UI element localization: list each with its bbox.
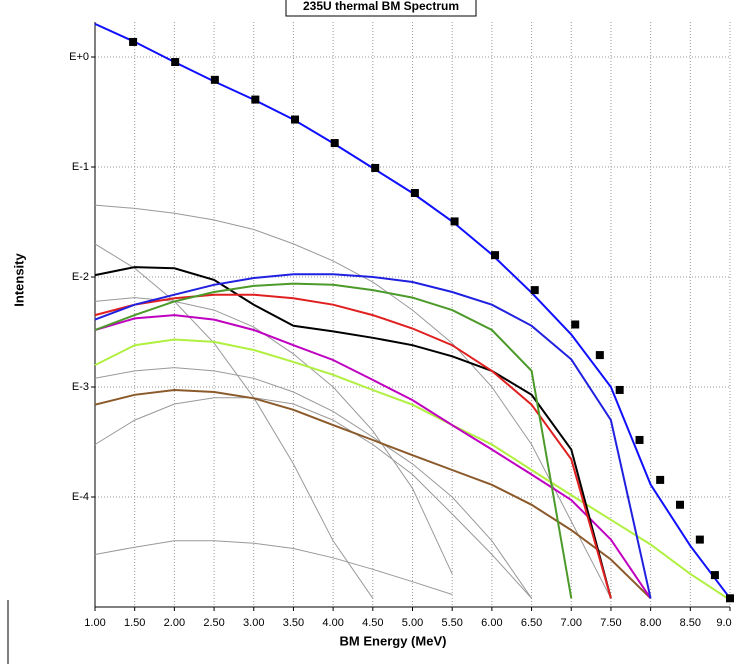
data-point (291, 115, 300, 124)
series-line (94, 397, 532, 599)
x-axis-label: BM Energy (MeV) (340, 633, 447, 648)
y-tick-label: E-2 (72, 271, 89, 283)
series-line (94, 266, 612, 599)
x-tick-label: 2.00 (164, 617, 185, 629)
x-tick-label: 4.00 (322, 617, 343, 629)
data-point (129, 37, 138, 46)
data-point (595, 351, 604, 360)
data-point (491, 251, 500, 260)
x-tick-label: 8.00 (640, 617, 661, 629)
x-tick-label: 1.50 (124, 617, 145, 629)
series-line (94, 293, 612, 599)
x-tick-label: 5.50 (441, 617, 462, 629)
data-point (330, 139, 339, 148)
x-tick-label: 8.50 (680, 617, 701, 629)
y-tick-label: E-1 (72, 161, 89, 173)
series-line (94, 540, 453, 595)
series-line (94, 204, 612, 599)
chart-title: 235U thermal BM Spectrum (303, 0, 459, 13)
x-tick-label: 6.00 (481, 617, 502, 629)
x-tick-label: 7.50 (600, 617, 621, 629)
data-point (726, 594, 734, 603)
data-point (530, 286, 539, 295)
series-line (94, 273, 652, 599)
data-point (410, 189, 419, 198)
y-axis-label: Intensity (11, 253, 26, 307)
series-line (94, 338, 731, 601)
series-line (94, 282, 573, 599)
data-point (656, 475, 665, 484)
x-tick-label: 2.50 (203, 617, 224, 629)
y-tick-label: E-3 (72, 381, 89, 393)
x-tick-label: 9.0 (716, 617, 731, 629)
y-tick-label: E+0 (69, 51, 89, 63)
data-point (571, 320, 580, 329)
x-tick-label: 3.50 (283, 617, 304, 629)
data-point (695, 535, 704, 544)
x-tick-label: 6.50 (521, 617, 542, 629)
data-point (450, 217, 459, 226)
data-point (210, 75, 219, 84)
data-point (251, 95, 260, 104)
data-point (635, 435, 644, 444)
data-point (171, 58, 180, 67)
series-line (94, 243, 374, 599)
series-line (94, 314, 652, 599)
series-line (94, 367, 533, 599)
x-tick-label: 3.00 (243, 617, 264, 629)
x-tick-label: 7.00 (561, 617, 582, 629)
x-tick-label: 5.00 (402, 617, 423, 629)
data-point (615, 385, 624, 394)
y-tick-label: E-4 (72, 491, 89, 503)
data-point (710, 571, 719, 580)
title-box (285, 0, 477, 17)
x-tick-label: 4.50 (362, 617, 383, 629)
data-point (371, 163, 380, 172)
x-tick-label: 1.00 (84, 617, 105, 629)
data-point (675, 500, 684, 509)
